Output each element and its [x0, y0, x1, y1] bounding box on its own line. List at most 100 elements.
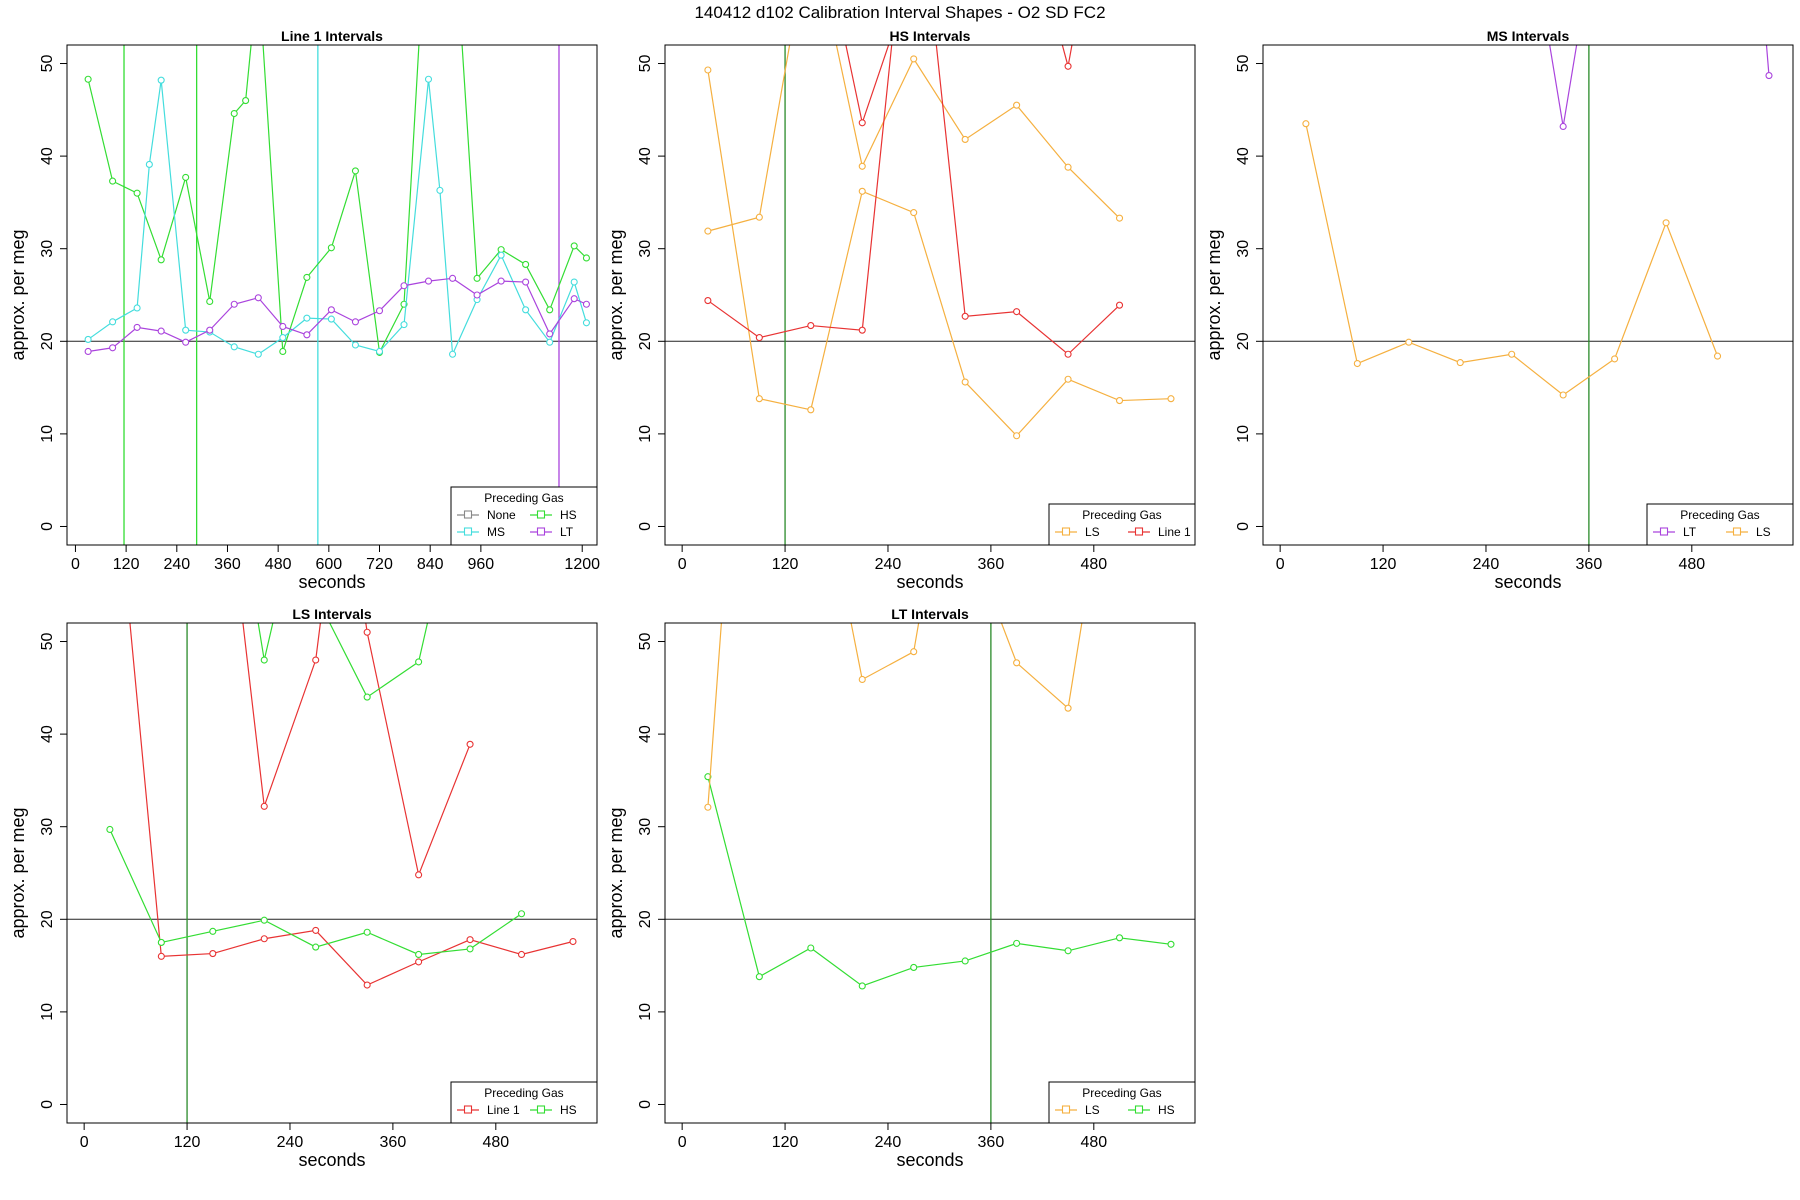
data-point-ls: [704, 803, 712, 811]
legend-swatch-marker: [463, 527, 473, 536]
data-point-ls: [756, 361, 762, 367]
data-point-ms: [424, 75, 433, 83]
legend-swatch-marker: [1061, 1105, 1071, 1114]
data-point-ls: [834, 546, 840, 552]
data-point-hs: [910, 963, 918, 971]
plot-frame: [1262, 44, 1794, 546]
data-point-line-1: [260, 802, 268, 810]
y-axis-label: approx. per meg: [606, 807, 626, 938]
data-point-hs: [363, 693, 371, 701]
data-point-hs: [1064, 947, 1072, 955]
data-point-hs: [209, 927, 217, 935]
data-point-lt: [424, 277, 433, 285]
legend-title: Preceding Gas: [1680, 508, 1759, 522]
legend-entry-lt: LT: [1683, 525, 1697, 539]
data-point-ls: [1013, 432, 1021, 440]
x-tick-label: 720: [366, 556, 393, 573]
data-point-lt: [375, 307, 384, 315]
data-point-ms: [133, 304, 141, 312]
y-tick-label: 0: [39, 522, 56, 531]
data-point-ms: [182, 326, 190, 334]
plot-frame: [66, 622, 598, 1124]
x-tick-label: 360: [978, 556, 1005, 573]
data-point-lt: [182, 338, 190, 346]
data-point-hs: [961, 957, 969, 965]
legend-swatch-marker: [1134, 1105, 1144, 1114]
data-point-hs: [807, 944, 815, 952]
legend-entry-hs: HS: [560, 508, 577, 522]
data-point-ls: [936, 500, 942, 506]
x-tick-label: 360: [380, 1134, 407, 1151]
data-point-ms: [351, 341, 359, 349]
y-tick-label: 50: [39, 633, 56, 651]
y-tick-label: 30: [1235, 240, 1252, 258]
data-point-ls: [910, 209, 918, 217]
y-tick-label: 50: [39, 55, 56, 73]
data-point-ms: [230, 343, 238, 351]
data-point-hs: [1013, 939, 1021, 947]
data-point-ms: [449, 350, 457, 358]
plot-area: [1263, 45, 1793, 545]
legend-title: Preceding Gas: [484, 491, 563, 505]
data-point-ms: [84, 335, 92, 343]
y-tick-label: 20: [39, 332, 56, 350]
plot-frame: [66, 44, 598, 546]
data-point-ms: [109, 318, 117, 326]
y-tick-label: 30: [637, 240, 654, 258]
data-point-hs: [517, 910, 526, 918]
x-axis-label: seconds: [896, 1150, 963, 1170]
data-point-hs: [546, 306, 554, 314]
y-tick-label: 20: [39, 910, 56, 928]
data-point-ls: [988, 592, 994, 598]
x-tick-label: 480: [1080, 556, 1107, 573]
data-point-hs: [582, 254, 590, 262]
legend-entry-lt: LT: [560, 525, 574, 539]
data-point-ls: [1405, 338, 1413, 346]
data-point-line-1: [1013, 308, 1021, 316]
data-point-lt: [230, 300, 238, 308]
data-point-hs: [260, 656, 268, 664]
data-point-hs: [473, 274, 481, 282]
data-point-line-1: [1064, 350, 1072, 358]
data-point-ls: [1064, 163, 1072, 171]
data-point-hs: [1115, 934, 1124, 942]
data-point-ls: [755, 213, 763, 221]
data-point-line-1: [363, 981, 371, 989]
series-line-lt: [1765, 45, 1770, 76]
panel-ms: MS Intervals 0 120 240 360 480 0 10 20 30 40 50 seco…: [1204, 28, 1794, 592]
series-line-ls: [707, 623, 722, 808]
legend-entry-ls: LS: [1085, 525, 1100, 539]
data-point-ls: [1064, 704, 1072, 712]
data-point-line-1: [107, 407, 113, 413]
data-point-hs: [755, 973, 763, 981]
x-tick-label: 480: [265, 556, 292, 573]
y-tick-label: 50: [1235, 55, 1252, 73]
data-point-hs: [704, 773, 712, 781]
data-point-line-1: [858, 326, 866, 334]
legend-title: Preceding Gas: [484, 1086, 563, 1100]
y-tick-label: 10: [637, 425, 654, 443]
series-line-hs: [707, 776, 1172, 987]
data-point-lt: [449, 274, 457, 282]
data-point-ls: [1559, 391, 1567, 399]
y-tick-label: 20: [1235, 332, 1252, 350]
data-point-hs: [313, 592, 319, 598]
data-point-lt: [327, 306, 335, 314]
y-tick-label: 0: [637, 1100, 654, 1109]
plot-frame: [664, 622, 1196, 1124]
legend-box: [1646, 503, 1794, 546]
data-point-ms: [254, 350, 262, 358]
x-tick-label: 120: [1370, 556, 1397, 573]
data-point-lt: [206, 326, 214, 334]
y-tick-label: 0: [1235, 522, 1252, 531]
legend: Preceding Gas LS Line 1: [1048, 503, 1196, 546]
x-tick-label: 120: [772, 556, 799, 573]
data-point-ls: [858, 187, 866, 195]
x-tick-label: 840: [417, 556, 444, 573]
x-tick-label: 1200: [564, 556, 600, 573]
data-point-hs: [84, 75, 92, 83]
data-point-hs: [351, 167, 359, 175]
data-point-lt: [303, 331, 311, 339]
data-point-lt: [279, 322, 287, 331]
